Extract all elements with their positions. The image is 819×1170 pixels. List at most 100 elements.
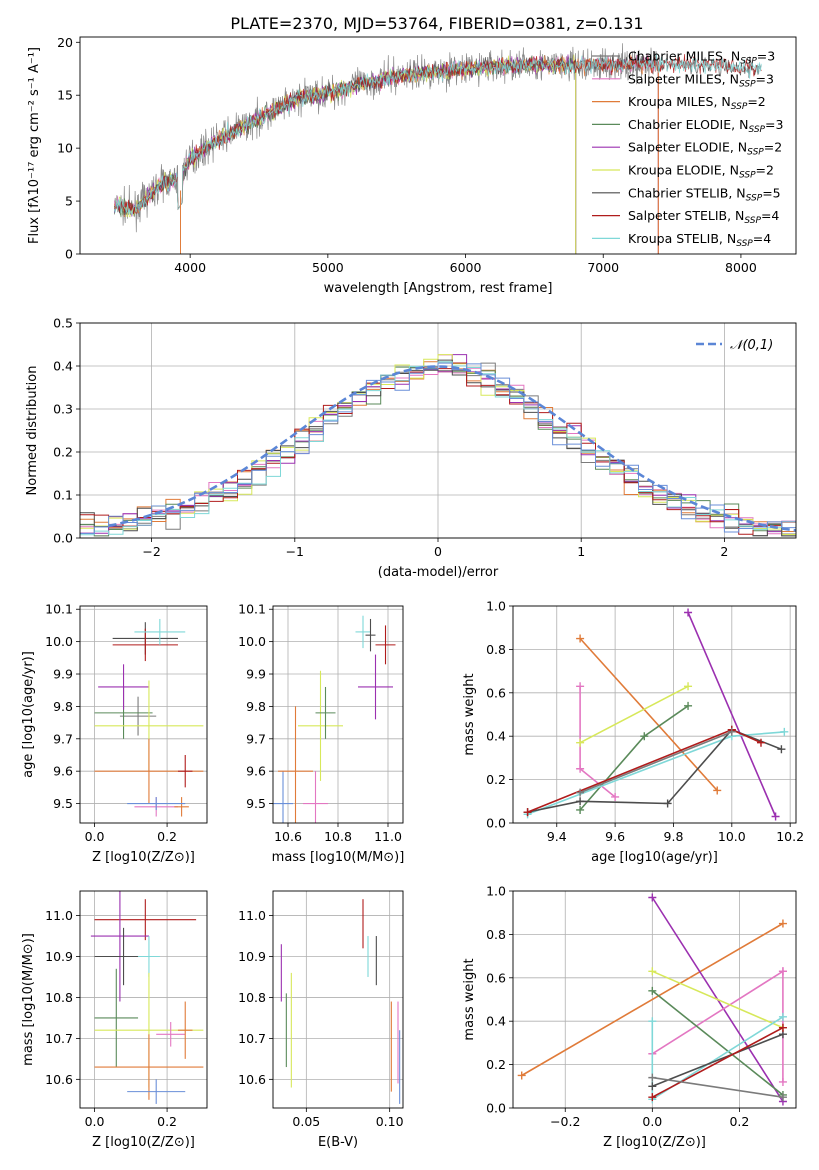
legend-entry: 𝒩(0,1) — [730, 338, 773, 353]
y-tick-label: 0.2 — [53, 445, 73, 460]
legend-subscript: SSP — [731, 102, 748, 112]
y-tick-label: 10.6 — [238, 1072, 266, 1087]
y-tick-label: 10.9 — [45, 949, 73, 964]
weight-lines — [517, 893, 787, 1106]
weight-marker — [576, 738, 585, 747]
weight-marker — [771, 812, 780, 821]
legend-text: Chabrier ELODIE, N — [628, 117, 748, 132]
x-tick-label: 11.0 — [374, 829, 402, 844]
axes-border — [272, 605, 404, 824]
y-axis-label: age [log10(age/yr)] — [21, 651, 36, 778]
y-tick-label: 0 — [65, 247, 73, 262]
y-tick-label: 0.8 — [486, 927, 506, 942]
weight-marker — [576, 764, 585, 773]
weight-marker — [778, 1012, 787, 1021]
spectrum-series — [114, 54, 576, 218]
weight-series — [521, 922, 784, 1077]
weight-series — [579, 685, 689, 744]
legend-text: =3 — [757, 49, 775, 64]
y-axis-label: mass [log10(M/M⊙)] — [21, 933, 36, 1066]
x-tick-label: 0.2 — [157, 1114, 177, 1129]
y-tick-label: 9.6 — [246, 764, 266, 779]
y-tick-label: 9.7 — [246, 731, 266, 746]
legend-entry: Salpeter STELIB, NSSP=4 — [628, 208, 779, 226]
y-axis-label: mass weight — [462, 673, 477, 755]
x-tick-label: 0.10 — [376, 1114, 404, 1129]
weight-marker — [640, 732, 649, 741]
legend-text: =5 — [762, 185, 780, 200]
histogram-step — [80, 354, 796, 535]
y-tick-label: 9.7 — [53, 731, 73, 746]
x-tick-label: 0.0 — [85, 1114, 105, 1129]
y-axis-label: mass weight — [462, 958, 477, 1040]
x-axis-label: Z [log10(Z/Z⊙)] — [603, 1135, 706, 1150]
y-tick-label: 10.7 — [45, 1031, 73, 1046]
x-tick-label: 1 — [577, 544, 585, 559]
weight-series — [651, 990, 784, 1096]
x-tick-label: 10.0 — [718, 829, 746, 844]
y-tick-label: 0.0 — [486, 816, 506, 831]
weight-marker — [576, 682, 585, 691]
y-tick-label: 9.9 — [53, 667, 73, 682]
spectrum-series — [114, 53, 762, 216]
y-tick-label: 0.8 — [486, 642, 506, 657]
weight-marker — [576, 634, 585, 643]
y-tick-label: 9.8 — [53, 699, 73, 714]
x-tick-label: 10.6 — [274, 829, 302, 844]
legend-subscript: SSP — [739, 79, 756, 89]
weight-series — [579, 637, 718, 792]
weight-marker — [648, 1093, 657, 1102]
y-tick-label: 0.6 — [486, 970, 506, 985]
y-tick-label: 10.7 — [238, 1031, 266, 1046]
y-tick-label: 9.5 — [246, 796, 266, 811]
legend-text: Salpeter STELIB, N — [628, 208, 744, 223]
y-tick-label: 0.3 — [53, 402, 73, 417]
y-tick-label: 1.0 — [486, 599, 506, 614]
weight-marker — [780, 727, 789, 736]
weight-marker — [684, 701, 693, 710]
y-tick-label: 9.6 — [53, 764, 73, 779]
x-tick-label: −2 — [142, 544, 160, 559]
y-tick-label: 5 — [65, 194, 73, 209]
y-tick-label: 9.9 — [246, 667, 266, 682]
y-tick-label: 20 — [57, 35, 73, 50]
weight-marker — [778, 967, 787, 976]
y-tick-label: 0.2 — [486, 1057, 506, 1072]
weight-series — [652, 1033, 784, 1088]
legend-text: =4 — [753, 231, 771, 246]
y-tick-label: 10.0 — [45, 634, 73, 649]
weight-marker — [648, 967, 657, 976]
x-tick-label: 0.0 — [85, 829, 105, 844]
y-tick-label: 9.8 — [246, 699, 266, 714]
y-tick-label: 10.0 — [238, 634, 266, 649]
legend-entry: Kroupa MILES, NSSP=2 — [628, 94, 766, 112]
legend-subscript: SSP — [746, 193, 763, 203]
legend-text: Chabrier STELIB, N — [628, 185, 746, 200]
weight-marker — [648, 986, 657, 995]
x-tick-label: 2 — [720, 544, 728, 559]
axes-border — [79, 890, 208, 1109]
weight-series — [579, 731, 733, 794]
y-tick-label: 0.0 — [486, 1101, 506, 1116]
weight-lines — [523, 608, 789, 821]
legend-subscript: SSP — [747, 148, 764, 158]
weight-marker — [576, 805, 585, 814]
legend-text: =2 — [764, 140, 782, 155]
legend-text: Kroupa MILES, N — [628, 94, 731, 109]
x-tick-label: 9.6 — [605, 829, 625, 844]
weight-marker — [777, 745, 786, 754]
x-axis-label: E(B-V) — [318, 1135, 358, 1150]
y-tick-label: 10.1 — [45, 602, 73, 617]
y-tick-label: 10 — [57, 141, 73, 156]
weight-marker — [778, 1077, 787, 1086]
x-tick-label: 8000 — [725, 260, 757, 275]
x-tick-label: 9.4 — [547, 829, 567, 844]
axes-border — [79, 605, 208, 824]
x-axis-label: Z [log10(Z/Z⊙)] — [92, 1135, 195, 1150]
legend-text: =4 — [761, 208, 779, 223]
axes-border — [79, 36, 797, 255]
figure-title: PLATE=2370, MJD=53764, FIBERID=0381, z=0… — [230, 14, 643, 33]
